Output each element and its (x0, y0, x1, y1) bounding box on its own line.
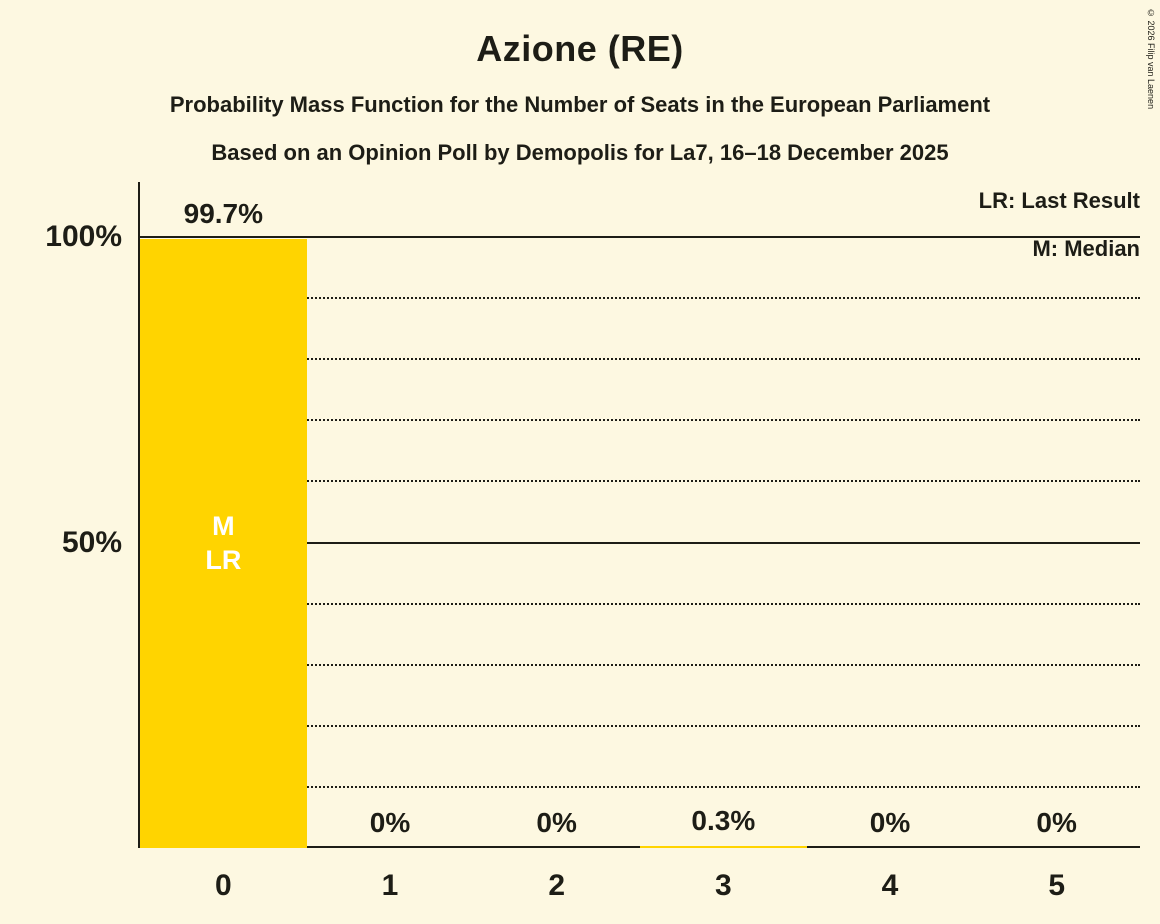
value-label-seats-3: 0.3% (691, 805, 756, 837)
x-tick-label-3: 3 (714, 869, 732, 902)
bar-annotation-seats-0: M LR (140, 509, 307, 577)
value-label-seats-4: 0% (869, 807, 911, 838)
x-tick-label-4: 4 (881, 869, 899, 902)
value-label-seats-0: 99.7% (183, 197, 264, 229)
value-label-seats-1: 0% (369, 807, 411, 838)
gridline-10pct (140, 785, 1140, 788)
bar-annotation-line: LR (205, 544, 242, 575)
value-label-seats-5: 0% (1036, 807, 1077, 838)
gridline-80pct (140, 358, 1140, 361)
value-label-seats-2: 0% (536, 807, 577, 838)
bar-seats-3 (640, 846, 807, 848)
legend-last-result: LR: Last Result (978, 188, 1140, 213)
copyright-notice: © 2026 Filip van Laenen (1146, 8, 1156, 110)
gridline-50pct (140, 541, 1140, 544)
gridline-100pct (140, 236, 1140, 238)
gridline-20pct (140, 724, 1140, 727)
bar-seats-0 (140, 238, 307, 848)
x-axis-line (138, 846, 1140, 848)
chart-title: Azione (RE) (476, 28, 684, 69)
gridline-90pct (140, 297, 1140, 300)
gridline-60pct (140, 480, 1140, 483)
x-tick-label-0: 0 (214, 869, 232, 902)
x-tick-label-1: 1 (381, 869, 399, 902)
y-tick-label-100: 100% (45, 220, 122, 253)
bar-annotation-line: M (212, 510, 235, 541)
y-axis-line (138, 182, 140, 848)
x-tick-label-2: 2 (548, 869, 565, 902)
gridline-30pct (140, 663, 1140, 666)
y-tick-label-50: 50% (61, 525, 122, 559)
chart-subtitle-source: Based on an Opinion Poll by Demopolis fo… (211, 140, 949, 165)
gridline-70pct (140, 419, 1140, 422)
plot-area: 99.7% M LR 0% 0% 0.3% 0% 0% (140, 198, 1140, 848)
x-tick-label-5: 5 (1048, 869, 1065, 902)
chart-subtitle-main: Probability Mass Function for the Number… (169, 92, 991, 117)
legend-median: M: Median (1032, 236, 1140, 261)
gridline-40pct (140, 602, 1140, 605)
